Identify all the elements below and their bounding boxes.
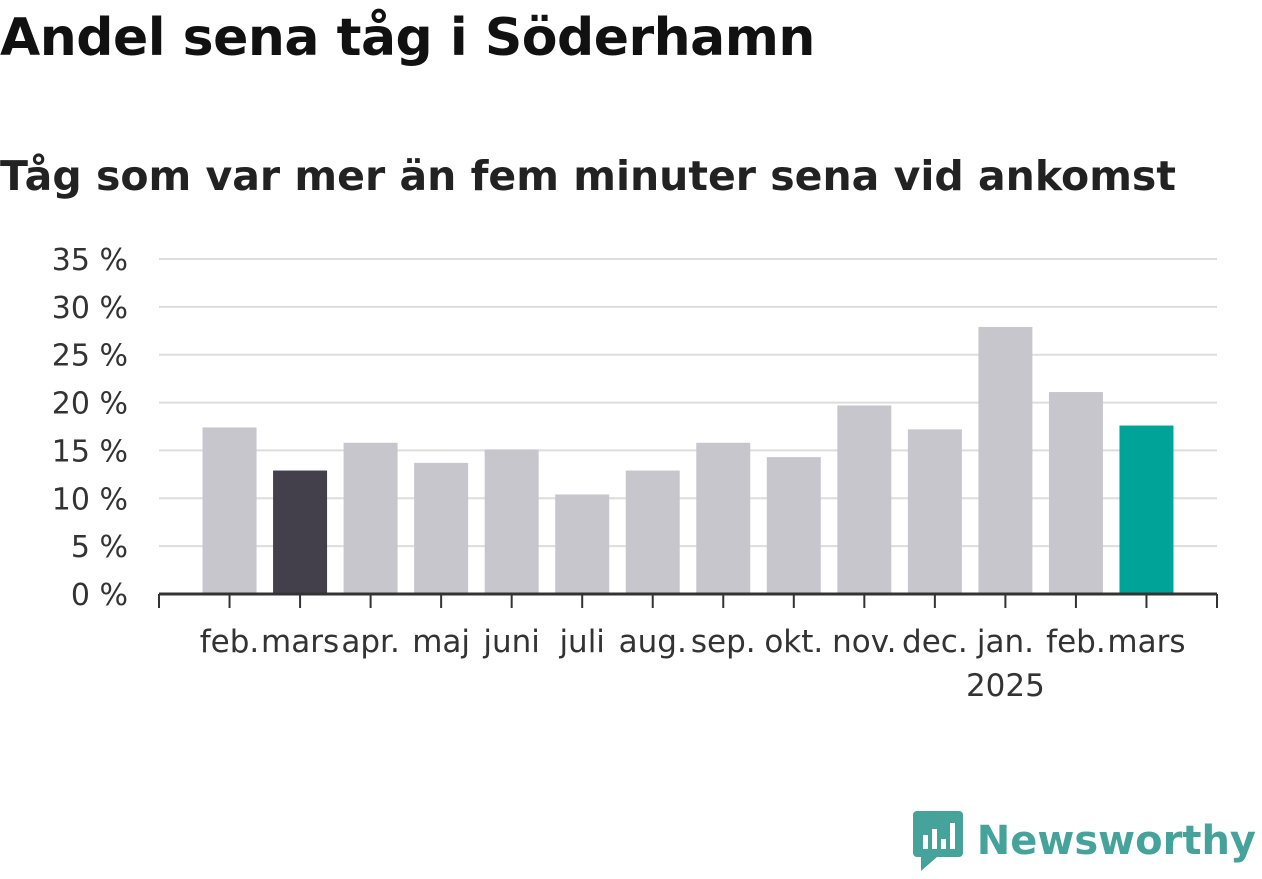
x-tick-label: jan.	[976, 624, 1034, 660]
y-tick-label: 5 %	[71, 530, 128, 565]
newsworthy-logo-icon	[912, 811, 963, 871]
bar	[484, 449, 539, 594]
y-tick-label: 20 %	[52, 387, 128, 422]
x-tick-label: sep.	[691, 624, 756, 660]
brand-name: Newsworthy	[976, 818, 1256, 864]
bar	[1048, 392, 1103, 594]
y-tick-label: 15 %	[52, 434, 128, 469]
y-axis-labels: 0 % 5 % 10 % 15 % 20 % 25 % 30 % 35 %	[52, 243, 128, 613]
x-tick-label: nov.	[832, 624, 896, 660]
bar	[907, 429, 962, 594]
x-tick-label: aug.	[619, 624, 687, 660]
bar	[696, 442, 751, 594]
bar	[1119, 425, 1174, 594]
x-tick-label: feb.	[200, 624, 260, 660]
bar	[766, 457, 821, 594]
bar	[202, 427, 257, 594]
y-tick-label: 30 %	[52, 291, 128, 326]
x-axis	[158, 592, 1218, 608]
y-tick-label: 25 %	[52, 339, 128, 374]
y-tick-label: 0 %	[71, 578, 128, 613]
chart-title: Andel sena tåg i Söderhamn	[0, 8, 815, 68]
bar	[625, 470, 680, 594]
x-tick-label: mars	[1107, 624, 1185, 660]
x-tick-label: apr.	[341, 624, 399, 660]
bar	[837, 405, 892, 594]
x-tick-label: juni	[482, 624, 540, 660]
x-axis-labels: feb. mars apr. maj juni juli aug. sep. okt. nov. d…	[200, 624, 1186, 704]
bar	[978, 326, 1033, 594]
brand: Newsworthy	[912, 811, 1256, 871]
bar	[343, 442, 398, 594]
y-tick-label: 35 %	[52, 243, 128, 278]
y-tick-label: 10 %	[52, 482, 128, 517]
bars	[202, 326, 1174, 594]
chart-subtitle: Tåg som var mer än fem minuter sena vid …	[0, 152, 1176, 200]
x-tick-label: mars	[261, 624, 339, 660]
x-tick-label: okt.	[764, 624, 823, 660]
x-year-label: 2025	[966, 668, 1045, 704]
x-tick-label: dec.	[902, 624, 968, 660]
bar	[414, 462, 469, 594]
grid-lines	[159, 258, 1217, 548]
x-tick-label: feb.	[1046, 624, 1106, 660]
bar	[555, 494, 610, 594]
bar	[273, 470, 328, 594]
x-tick-label: maj	[412, 624, 470, 660]
x-tick-label: juli	[558, 624, 605, 660]
